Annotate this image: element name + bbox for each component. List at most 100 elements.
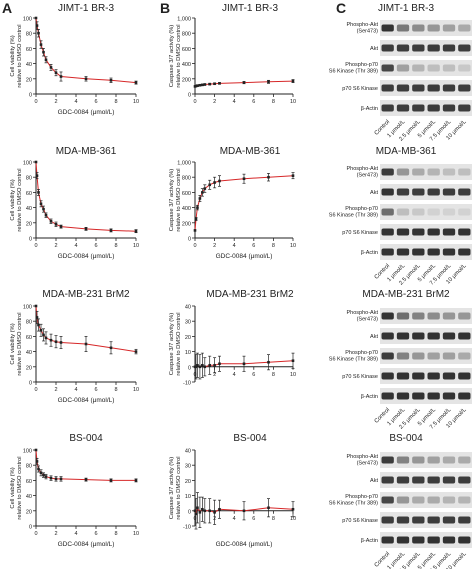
band [412,372,425,380]
data-point [35,174,39,177]
row-title-a-1: JIMT-1 BR-3 [57,3,115,14]
row-title-b-2: MDA-MB-361 [219,146,281,157]
y-axis-label-line: Caspase 3/7 activity (%) [169,169,175,232]
y-tick-label: 100 [23,305,32,311]
data-point [35,24,39,27]
band [442,352,456,360]
data-point [54,477,58,481]
data-point [35,460,39,463]
band [396,392,410,400]
band [427,312,440,320]
x-tick-label: 2 [213,99,216,105]
protein-label-line: S6 Kinase (Thr 389) [329,213,378,219]
band [412,496,425,504]
x-tick-label: 10 [290,99,296,105]
data-point [42,473,45,477]
x-tick-label: 6 [94,531,97,537]
data-point [291,507,295,511]
data-point [203,187,207,190]
band [442,392,456,400]
blot-strip [380,20,472,36]
band [442,476,456,484]
y-tick-label: 400 [182,206,191,212]
data-point [291,79,295,83]
protein-label: Phospho-Akt (Ser473) [347,22,379,35]
blot-strip [380,80,472,96]
y-axis-label-line: Cell viability (%) [10,35,16,76]
band [442,496,456,504]
y-axis-label-line: relative to DMSO control [17,312,23,375]
panel-letter-c: C [336,0,347,16]
data-point [49,338,53,342]
data-point [242,362,246,366]
y-axis-label: Caspase 3/7 activity (%)relative to DMSO… [169,456,182,519]
data-point [39,202,43,206]
panel-letter-a: A [2,0,13,16]
data-point [208,509,211,513]
band [442,312,456,320]
protein-label-line: Phospho-Akt [347,454,379,460]
data-point [267,80,270,84]
data-point [201,363,204,367]
protein-label-line: Akt [370,478,378,484]
data-point [196,506,199,510]
data-point [242,509,246,513]
row-title-a-3: MDA-MB-231 BrM2 [42,289,130,300]
x-tick-label: 4 [74,531,77,537]
band [442,332,456,340]
data-point [49,66,53,69]
y-tick-label: 40 [26,62,32,68]
y-tick-label: 200 [182,221,191,227]
y-tick-label: 40 [26,206,32,212]
protein-label-line: Phospho-p70 [345,206,378,212]
data-point [39,471,43,475]
band [396,516,410,524]
band [381,188,394,196]
x-tick-label: 10 [290,243,296,249]
y-tick-label: 100 [23,161,32,167]
band [458,312,471,320]
data-point [109,79,113,82]
data-point [84,478,88,481]
data-point [208,82,211,86]
x-tick-label: 8 [114,99,117,105]
protein-label-line: (Ser473) [357,461,379,467]
y-tick-label: 200 [182,77,191,83]
band [412,248,425,256]
protein-label-line: p70 S6 Kinase [342,86,378,92]
data-point [194,84,198,88]
data-point [39,43,43,46]
x-tick-label: 6 [252,243,255,249]
protein-label: β-Actin [361,106,378,112]
row-title-b-3: MDA-MB-231 BrM2 [206,289,294,300]
band [396,372,410,380]
data-point [59,477,63,481]
band [458,84,471,92]
y-tick-label: 10 [185,350,191,356]
y-axis-label: Caspase 3/7 activity (%)relative to DMSO… [169,24,182,87]
band [442,372,456,380]
y-tick-label: 80 [26,464,32,470]
y-tick-label: 1,000 [177,17,191,23]
y-axis-label-line: relative to DMSO control [17,456,23,519]
band [381,64,394,72]
band [427,352,440,360]
protein-label: p70 S6 Kinase [342,518,378,524]
y-tick-label: 800 [182,176,191,182]
protein-label-line: (Ser473) [357,317,379,323]
chart-a-3: 0 20 40 60 80 100 0 2 4 6 8 10 GDC-0084 (μmol/L) Cell… [10,161,139,261]
protein-label-line: (Ser473) [357,173,379,179]
band [412,332,425,340]
data-point [208,183,211,187]
data-point [218,179,221,183]
band [458,476,471,484]
band [458,536,471,544]
protein-label: Akt [370,46,378,52]
data-point [42,333,45,337]
protein-label-line: Akt [370,334,378,340]
chart-a-1: 0 20 40 60 80 100 0 2 4 6 8 10 GDC-0084 (μmol/L) Cell… [10,17,139,117]
y-tick-label: 600 [182,47,191,53]
band [381,228,394,236]
y-axis-label-line: relative to DMSO control [17,24,23,87]
data-point [242,81,246,84]
